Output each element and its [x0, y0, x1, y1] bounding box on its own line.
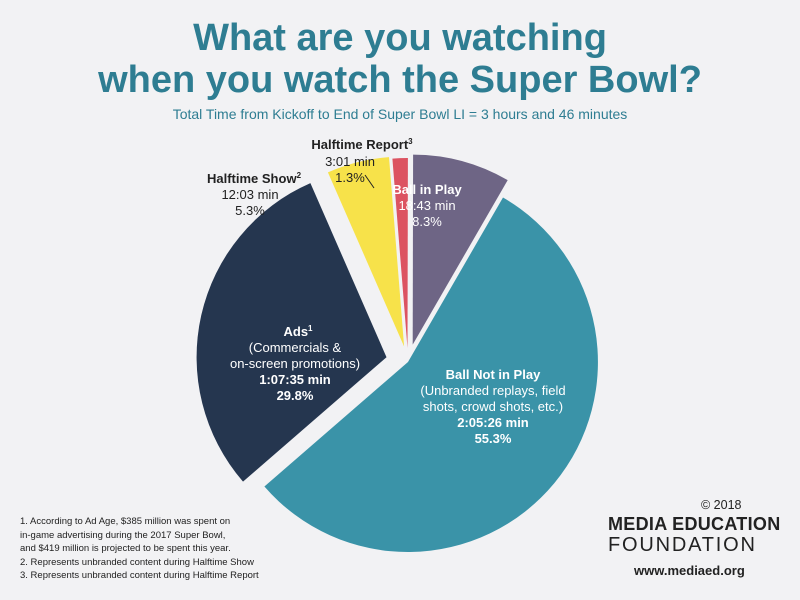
halftime-report-leader-line [364, 174, 375, 189]
halftime-report-percent: 1.3% [335, 170, 365, 185]
ads-footnote-mark: 1 [308, 324, 313, 333]
ads-label: Ads1 (Commercials & on-screen promotions… [230, 324, 360, 403]
ads-name: Ads [283, 324, 308, 339]
footnote-line: and $419 million is projected to be spen… [20, 543, 231, 554]
ball-not-in-play-label: Ball Not in Play (Unbranded replays, fie… [420, 367, 565, 446]
halftime-report-label: Halftime Report3 3:01 min 1.3% [311, 137, 413, 185]
copyright: © 2018 [701, 498, 742, 512]
ball-in-play-time: 18:43 min [398, 198, 455, 213]
chart-title-line-1: What are you watching [193, 17, 607, 59]
ball-in-play-name: Ball in Play [392, 182, 462, 197]
halftime-show-name: Halftime Show [207, 171, 297, 186]
chart-subtitle: Total Time from Kickoff to End of Super … [172, 106, 628, 122]
halftime-show-percent: 5.3% [235, 203, 265, 218]
ads-description-line-1: (Commercials & [249, 340, 342, 355]
svg-text:Ads1: Ads1 [283, 324, 313, 339]
ads-description-line-2: on-screen promotions) [230, 356, 360, 371]
footnote-line: in-game advertising during the 2017 Supe… [20, 529, 226, 541]
org-logo-line-1: MEDIA EDUCATION [608, 514, 781, 534]
svg-text:Halftime Show2: Halftime Show2 [207, 171, 302, 186]
org-logo-line-2: FOUNDATION [608, 534, 757, 556]
ball-in-play-label: Ball in Play 18:43 min 8.3% [392, 182, 462, 229]
halftime-report-slice [392, 157, 408, 348]
halftime-report-time: 3:01 min [325, 154, 375, 169]
footnotes: 1. According to Ad Age, $385 million was… [20, 515, 259, 583]
chart-title-line-2: when you watch the Super Bowl? [98, 59, 702, 101]
ball-not-in-play-description-line-2: shots, crowd shots, etc.) [423, 399, 563, 414]
halftime-show-footnote-mark: 2 [297, 171, 302, 180]
ball-not-in-play-slice [264, 197, 598, 553]
footnote-line: 2. Represents unbranded content during H… [20, 556, 254, 568]
ads-time: 1:07:35 min [259, 372, 331, 387]
ads-percent: 29.8% [277, 388, 314, 403]
website-link[interactable]: www.mediaed.org [634, 563, 745, 578]
ball-not-in-play-description-line-1: (Unbranded replays, field [420, 383, 565, 398]
halftime-report-name: Halftime Report [311, 137, 408, 152]
ball-in-play-slice [412, 154, 508, 345]
halftime-show-time: 12:03 min [221, 187, 278, 202]
halftime-report-footnote-mark: 3 [408, 137, 413, 146]
svg-text:Halftime Report3: Halftime Report3 [311, 137, 413, 152]
ball-not-in-play-percent: 55.3% [475, 431, 512, 446]
ball-in-play-percent: 8.3% [412, 214, 442, 229]
ball-not-in-play-time: 2:05:26 min [457, 415, 529, 430]
footnote-line: 1. According to Ad Age, $385 million was… [20, 516, 231, 527]
ball-not-in-play-name: Ball Not in Play [446, 367, 541, 382]
halftime-show-slice [327, 157, 405, 347]
ads-slice [196, 183, 387, 482]
footnote-line: 3. Represents unbranded content during H… [20, 570, 259, 581]
halftime-show-label: Halftime Show2 12:03 min 5.3% [207, 171, 302, 218]
